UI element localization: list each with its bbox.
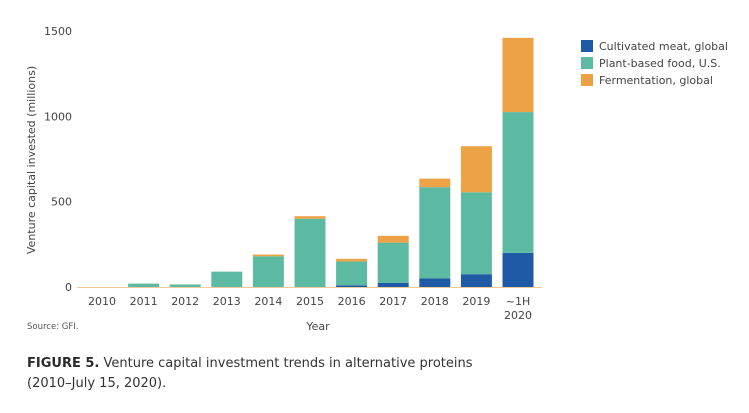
y-axis-ticks: 0 500 1000 1500 xyxy=(44,25,72,294)
x-tick-label: 2016 xyxy=(338,295,366,308)
bar-segment-plant-based-food-2014 xyxy=(252,256,284,287)
x-tick-label: 2019 xyxy=(462,295,490,308)
y-axis-title: Venture capital invested (millions) xyxy=(25,66,38,254)
x-tick-label: 2020 xyxy=(504,309,532,322)
y-tick-label: 500 xyxy=(51,196,72,209)
bar-segment-plant-based-food-2015 xyxy=(294,218,326,287)
legend-swatch xyxy=(581,74,593,86)
source-note: Source: GFI. xyxy=(27,322,78,332)
x-tick-label: 2010 xyxy=(88,295,116,308)
bar-segment-cultivated-meat-2016 xyxy=(336,285,368,287)
bar-segment-plant-based-food-2019 xyxy=(460,192,492,275)
bar-segment-cultivated-meat-1h2020 xyxy=(502,252,534,287)
x-tick-label: 2015 xyxy=(296,295,324,308)
caption-text: Venture capital investment trends in alt… xyxy=(99,356,473,371)
y-tick-label: 1500 xyxy=(44,25,72,38)
bar-segment-plant-based-food-2016 xyxy=(336,261,368,286)
x-tick-label: 2017 xyxy=(379,295,407,308)
bar-segment-plant-based-food-2013 xyxy=(211,271,243,287)
x-tick-label: 2011 xyxy=(130,295,158,308)
x-tick-label: 2014 xyxy=(254,295,282,308)
bars xyxy=(128,37,534,287)
bar-segment-cultivated-meat-2018 xyxy=(419,278,451,287)
bar-segment-plant-based-food-2017 xyxy=(377,242,409,283)
x-tick-label: 2012 xyxy=(171,295,199,308)
legend-label: Cultivated meat, global xyxy=(599,40,728,53)
bar-segment-plant-based-food-2011 xyxy=(128,283,160,287)
y-tick-label: 0 xyxy=(65,281,72,294)
x-tick-label: 2013 xyxy=(213,295,241,308)
legend-swatch xyxy=(581,40,593,52)
x-tick-label: ~1H xyxy=(506,295,531,308)
legend-label: Fermentation, global xyxy=(599,74,713,87)
bar-segment-plant-based-food-2012 xyxy=(169,284,201,287)
caption-label: FIGURE 5. xyxy=(27,356,100,371)
x-axis-title: Year xyxy=(305,320,330,333)
legend-swatch xyxy=(581,57,593,69)
bar-segment-plant-based-food-1h2020 xyxy=(502,112,534,253)
bar-segment-plant-based-food-2018 xyxy=(419,187,451,279)
bar-segment-fermentation-2017 xyxy=(377,235,409,243)
bar-segment-fermentation-2014 xyxy=(252,254,284,257)
figure-caption: FIGURE 5. Venture capital investment tre… xyxy=(27,354,727,394)
bar-segment-fermentation-2015 xyxy=(294,216,326,219)
legend: Cultivated meat, global Plant-based food,… xyxy=(581,40,728,87)
caption-text-line2: (2010–July 15, 2020). xyxy=(27,376,167,391)
bar-segment-fermentation-2018 xyxy=(419,178,451,188)
bar-segment-fermentation-2016 xyxy=(336,258,368,262)
x-tick-label: 2018 xyxy=(421,295,449,308)
x-axis-ticks: 2010 2011 2012 2013 2014 2015 2016 2017 2018 2019… xyxy=(88,295,532,322)
bar-segment-cultivated-meat-2019 xyxy=(460,274,492,287)
bar-segment-fermentation-1h2020 xyxy=(502,37,534,113)
legend-label: Plant-based food, U.S. xyxy=(599,57,721,70)
y-tick-label: 1000 xyxy=(44,110,72,123)
bar-segment-cultivated-meat-2017 xyxy=(377,282,409,287)
bar-segment-fermentation-2019 xyxy=(460,146,492,193)
